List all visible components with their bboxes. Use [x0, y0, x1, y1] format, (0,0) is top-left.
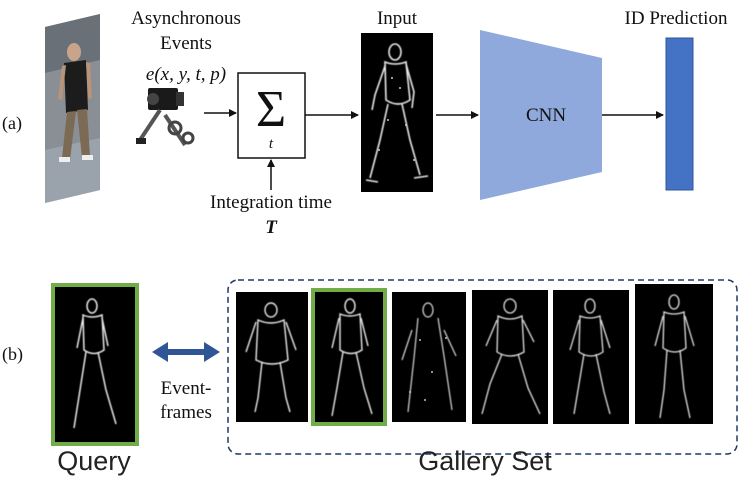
integration-symbol: T [265, 217, 278, 238]
gallery-frame-5 [553, 290, 629, 424]
input-event-frame [361, 33, 433, 192]
panel-b-label: (b) [2, 344, 23, 365]
event-formula: e(x, y, t, p) [146, 64, 226, 85]
panel-a-label: (a) [2, 113, 22, 134]
id-prediction-vector [665, 37, 694, 191]
integration-label: Integration time [210, 192, 332, 213]
sum-subscript: t [269, 136, 274, 152]
gallery-set-box [227, 279, 738, 455]
events-title-line2: Events [160, 33, 212, 54]
cnn-label: CNN [526, 105, 566, 126]
gallery-frame-3 [392, 292, 466, 422]
event-frames-line1: Event- [161, 378, 212, 399]
matching-double-arrow [152, 342, 220, 362]
gallery-frame-2-match [311, 288, 387, 426]
event-frames-line2: frames [160, 402, 212, 423]
person-photo [45, 14, 100, 203]
events-title-line1: Asynchronous [131, 8, 241, 29]
id-prediction-label: ID Prediction [625, 8, 728, 29]
input-label: Input [377, 8, 418, 29]
sum-symbol: Σ [256, 81, 286, 138]
query-label: Query [57, 446, 131, 476]
gallery-frame-6 [635, 284, 713, 424]
gallery-label: Gallery Set [418, 446, 552, 476]
event-camera-icon [136, 88, 195, 147]
query-event-frame [51, 283, 139, 446]
gallery-frame-4 [472, 290, 548, 424]
gallery-frame-1 [236, 292, 308, 422]
cnn-block [480, 30, 602, 200]
